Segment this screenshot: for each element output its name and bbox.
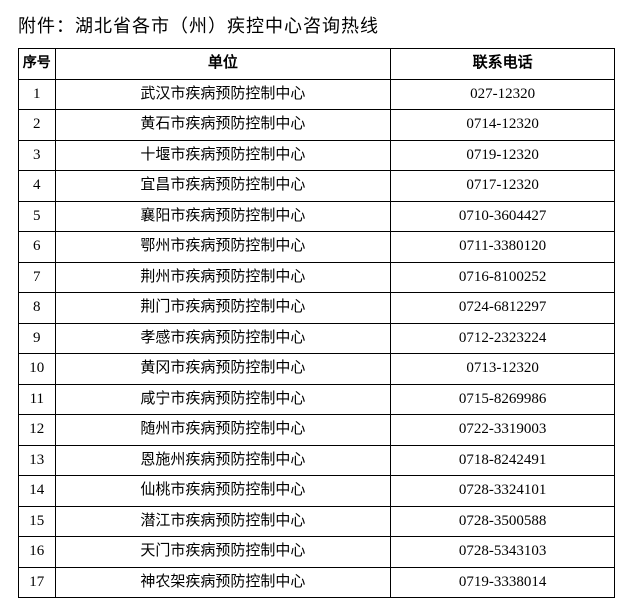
cell-phone: 027-12320 (391, 79, 615, 110)
cell-phone: 0724-6812297 (391, 293, 615, 324)
cell-phone: 0713-12320 (391, 354, 615, 385)
cell-seq: 3 (19, 140, 56, 171)
cell-seq: 13 (19, 445, 56, 476)
cell-unit: 神农架疾病预防控制中心 (55, 567, 391, 598)
cell-seq: 2 (19, 110, 56, 141)
hotline-table: 序号 单位 联系电话 1武汉市疾病预防控制中心027-123202黄石市疾病预防… (18, 48, 615, 598)
cell-seq: 1 (19, 79, 56, 110)
cell-unit: 鄂州市疾病预防控制中心 (55, 232, 391, 263)
table-row: 12随州市疾病预防控制中心0722-3319003 (19, 415, 615, 446)
cell-unit: 宜昌市疾病预防控制中心 (55, 171, 391, 202)
table-row: 17神农架疾病预防控制中心0719-3338014 (19, 567, 615, 598)
cell-phone: 0717-12320 (391, 171, 615, 202)
cell-seq: 12 (19, 415, 56, 446)
cell-seq: 6 (19, 232, 56, 263)
cell-phone: 0712-2323224 (391, 323, 615, 354)
cell-seq: 16 (19, 537, 56, 568)
document-title: 附件：湖北省各市（州）疾控中心咨询热线 (18, 12, 615, 38)
cell-unit: 孝感市疾病预防控制中心 (55, 323, 391, 354)
table-row: 9孝感市疾病预防控制中心0712-2323224 (19, 323, 615, 354)
table-row: 13恩施州疾病预防控制中心0718-8242491 (19, 445, 615, 476)
cell-seq: 7 (19, 262, 56, 293)
table-row: 11咸宁市疾病预防控制中心0715-8269986 (19, 384, 615, 415)
table-row: 8荆门市疾病预防控制中心0724-6812297 (19, 293, 615, 324)
cell-phone: 0728-5343103 (391, 537, 615, 568)
table-row: 6鄂州市疾病预防控制中心0711-3380120 (19, 232, 615, 263)
col-header-seq: 序号 (19, 49, 56, 80)
cell-unit: 潜江市疾病预防控制中心 (55, 506, 391, 537)
table-row: 14仙桃市疾病预防控制中心0728-3324101 (19, 476, 615, 507)
cell-unit: 随州市疾病预防控制中心 (55, 415, 391, 446)
table-row: 3十堰市疾病预防控制中心0719-12320 (19, 140, 615, 171)
table-row: 5襄阳市疾病预防控制中心0710-3604427 (19, 201, 615, 232)
table-row: 10黄冈市疾病预防控制中心0713-12320 (19, 354, 615, 385)
cell-seq: 15 (19, 506, 56, 537)
col-header-phone: 联系电话 (391, 49, 615, 80)
col-header-unit: 单位 (55, 49, 391, 80)
cell-unit: 十堰市疾病预防控制中心 (55, 140, 391, 171)
cell-seq: 4 (19, 171, 56, 202)
cell-seq: 5 (19, 201, 56, 232)
cell-seq: 10 (19, 354, 56, 385)
cell-unit: 仙桃市疾病预防控制中心 (55, 476, 391, 507)
cell-seq: 17 (19, 567, 56, 598)
cell-phone: 0711-3380120 (391, 232, 615, 263)
cell-seq: 9 (19, 323, 56, 354)
cell-phone: 0719-3338014 (391, 567, 615, 598)
cell-unit: 黄石市疾病预防控制中心 (55, 110, 391, 141)
cell-unit: 武汉市疾病预防控制中心 (55, 79, 391, 110)
cell-seq: 11 (19, 384, 56, 415)
cell-seq: 8 (19, 293, 56, 324)
cell-phone: 0716-8100252 (391, 262, 615, 293)
cell-phone: 0728-3500588 (391, 506, 615, 537)
cell-phone: 0710-3604427 (391, 201, 615, 232)
cell-phone: 0722-3319003 (391, 415, 615, 446)
cell-phone: 0719-12320 (391, 140, 615, 171)
table-body: 1武汉市疾病预防控制中心027-123202黄石市疾病预防控制中心0714-12… (19, 79, 615, 598)
table-row: 16天门市疾病预防控制中心0728-5343103 (19, 537, 615, 568)
cell-unit: 黄冈市疾病预防控制中心 (55, 354, 391, 385)
cell-phone: 0715-8269986 (391, 384, 615, 415)
cell-phone: 0728-3324101 (391, 476, 615, 507)
table-header-row: 序号 单位 联系电话 (19, 49, 615, 80)
cell-unit: 咸宁市疾病预防控制中心 (55, 384, 391, 415)
table-row: 2黄石市疾病预防控制中心0714-12320 (19, 110, 615, 141)
cell-phone: 0714-12320 (391, 110, 615, 141)
cell-seq: 14 (19, 476, 56, 507)
table-row: 1武汉市疾病预防控制中心027-12320 (19, 79, 615, 110)
cell-unit: 天门市疾病预防控制中心 (55, 537, 391, 568)
cell-unit: 恩施州疾病预防控制中心 (55, 445, 391, 476)
table-row: 4宜昌市疾病预防控制中心0717-12320 (19, 171, 615, 202)
cell-phone: 0718-8242491 (391, 445, 615, 476)
cell-unit: 襄阳市疾病预防控制中心 (55, 201, 391, 232)
cell-unit: 荆州市疾病预防控制中心 (55, 262, 391, 293)
table-row: 7荆州市疾病预防控制中心0716-8100252 (19, 262, 615, 293)
cell-unit: 荆门市疾病预防控制中心 (55, 293, 391, 324)
table-row: 15潜江市疾病预防控制中心0728-3500588 (19, 506, 615, 537)
